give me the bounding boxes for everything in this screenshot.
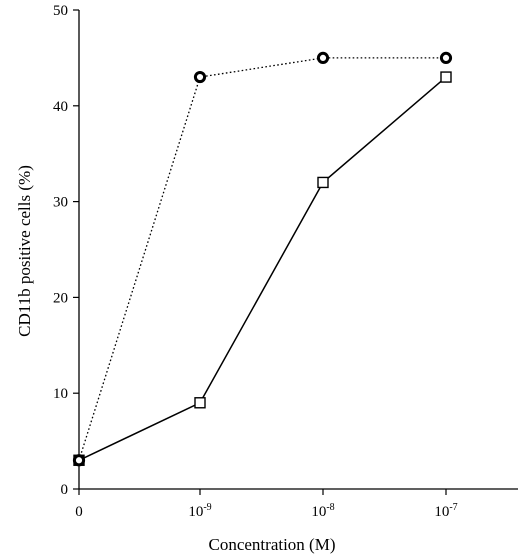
y-tick-label: 40 [53, 99, 68, 115]
x-tick-label-base: 10 [188, 504, 203, 520]
y-tick-label: 50 [53, 3, 68, 19]
x-tick-label: 10-7 [434, 502, 457, 520]
y-tick-label: 20 [53, 290, 68, 306]
x-tick-label: 10-8 [311, 502, 334, 520]
x-axis-title: Concentration (M) [209, 535, 336, 554]
y-axis-title: CD11b positive cells (%) [15, 165, 34, 337]
x-tick-label: 10-9 [188, 502, 211, 520]
x-tick-label-exponent: -9 [203, 502, 211, 513]
series-2-point [317, 176, 329, 189]
y-tick-label: 30 [53, 195, 68, 211]
series-lines [78, 57, 447, 461]
y-ticks: 0 10 20 30 40 50 [53, 3, 79, 498]
series-1-point [193, 70, 207, 84]
series-1-point [439, 51, 453, 65]
series-1-point [316, 51, 330, 65]
series-markers [72, 51, 453, 467]
series-2-line [78, 76, 447, 461]
x-tick-label-base: 10 [434, 504, 449, 520]
x-tick-label-base: 10 [311, 504, 326, 520]
x-tick-label: 0 [75, 504, 83, 520]
x-tick-label-exponent: -7 [449, 502, 457, 513]
series-2-point [194, 397, 206, 409]
x-tick-label-exponent: -8 [326, 502, 334, 513]
y-tick-label: 10 [53, 386, 68, 402]
series-2-point [440, 71, 452, 83]
y-tick-label: 0 [61, 482, 69, 498]
x-tick-label-base: 0 [75, 504, 83, 520]
series-1-point [72, 454, 86, 467]
axes [78, 10, 518, 490]
x-ticks: 0 10-9 10-8 10-7 [75, 489, 458, 520]
series-1-line [78, 57, 446, 461]
